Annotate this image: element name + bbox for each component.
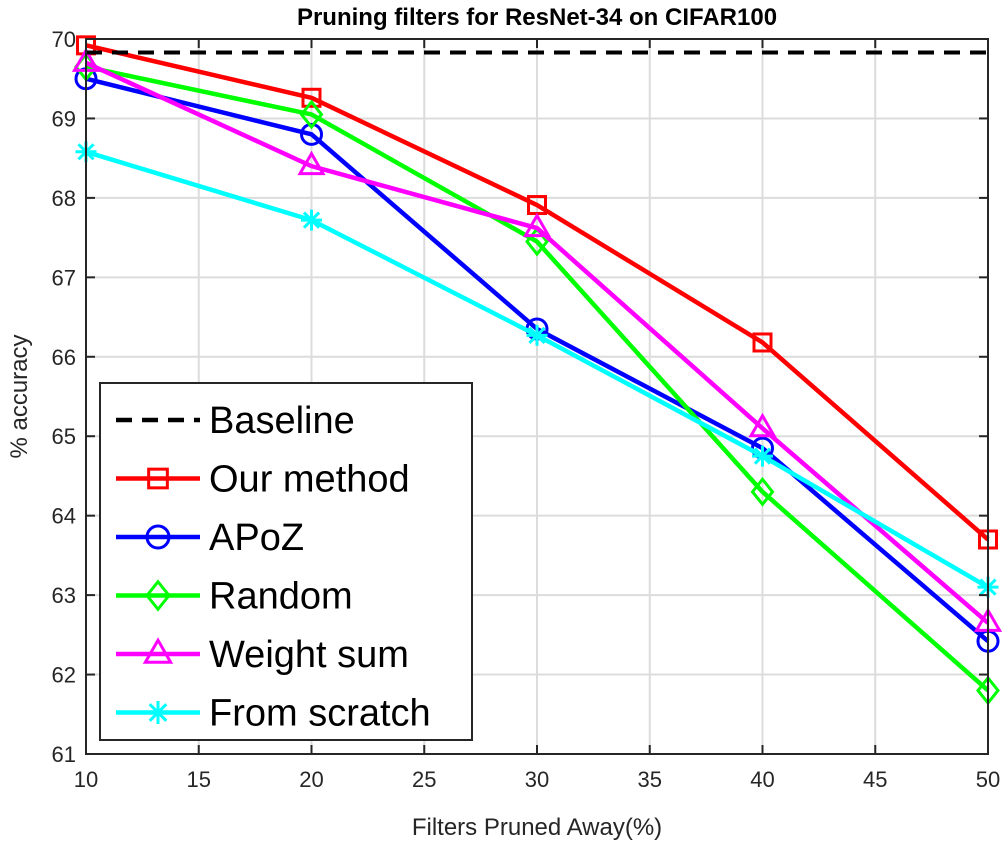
legend-label-from-scratch: From scratch — [209, 693, 431, 735]
legend: Baseline Our method APoZ Random Weight sum Fr… — [99, 382, 473, 741]
y-tick-label: 69 — [52, 106, 76, 131]
chart-title: Pruning filters for ResNet-34 on CIFAR10… — [297, 4, 777, 31]
legend-marker-weight-sum — [142, 637, 174, 664]
data-point-our-method — [301, 87, 322, 108]
asterisk-stroke — [148, 703, 168, 722]
data-point-apoz — [300, 122, 323, 146]
y-tick-label: 63 — [52, 583, 76, 608]
series-line-weight-sum — [85, 60, 990, 625]
data-point-from-scratch — [301, 209, 322, 231]
x-tick-label: 25 — [412, 767, 436, 792]
data-point-random — [299, 99, 324, 130]
x-tick-label: 45 — [863, 767, 887, 792]
legend-label-baseline: Baseline — [209, 400, 355, 442]
legend-label-random: Random — [209, 576, 353, 618]
data-point-from-scratch — [526, 324, 548, 346]
x-tick-label: 30 — [525, 767, 549, 792]
legend-entry-apoz: APoZ — [116, 517, 304, 559]
legend-entry-our-method: Our method — [116, 459, 410, 501]
y-tick-label: 62 — [52, 663, 76, 688]
series-random — [74, 51, 1000, 706]
legend-box — [99, 382, 473, 741]
x-axis-label: Filters Pruned Away(%) — [412, 814, 662, 841]
asterisk-stroke — [302, 211, 321, 229]
legend-entry-baseline: Baseline — [116, 400, 355, 442]
x-tick-label: 35 — [638, 767, 662, 792]
legend-entry-random: Random — [116, 576, 353, 618]
legend-entry-weight-sum: Weight sum — [116, 634, 409, 676]
y-axis-label: % accuracy — [6, 334, 33, 458]
x-tick-label: 20 — [299, 767, 323, 792]
data-point-random — [525, 226, 549, 257]
legend-label-weight-sum: Weight sum — [209, 634, 409, 676]
legend-label-our-method: Our method — [209, 459, 410, 501]
y-tick-label: 66 — [52, 345, 76, 370]
y-tick-label: 67 — [52, 265, 76, 290]
plot-series — [71, 35, 1003, 706]
series-line-our-method — [85, 43, 990, 542]
x-tick-label: 15 — [187, 767, 211, 792]
legend-marker-random — [145, 579, 171, 612]
asterisk-stroke — [528, 326, 546, 344]
y-tick-label: 70 — [52, 27, 76, 52]
y-tick-label: 68 — [52, 186, 76, 211]
data-point-weight-sum — [522, 212, 552, 238]
data-point-weight-sum — [297, 150, 326, 176]
axis-ticks: 10 15 20 25 30 35 40 45 50 61 62 63 64 65 66 67 68 69 70 — [52, 27, 1001, 792]
asterisk-stroke — [753, 447, 772, 465]
series-line-random — [85, 64, 990, 693]
data-point-our-method — [752, 332, 773, 353]
y-tick-label: 61 — [52, 742, 76, 767]
legend-marker-from-scratch — [146, 700, 170, 725]
x-tick-label: 10 — [74, 767, 98, 792]
x-tick-label: 40 — [750, 767, 774, 792]
y-tick-label: 65 — [52, 424, 76, 449]
y-tick-label: 64 — [52, 504, 76, 529]
series-from-scratch — [75, 141, 999, 598]
x-tick-label: 50 — [976, 767, 1000, 792]
data-point-from-scratch — [752, 445, 773, 467]
legend-label-apoz: APoZ — [209, 517, 304, 559]
legend-entry-from-scratch: From scratch — [116, 693, 431, 735]
data-point-weight-sum — [748, 412, 777, 438]
data-point-random — [750, 476, 775, 507]
legend-marker-apoz — [145, 524, 171, 550]
legend-marker-our-method — [147, 467, 169, 490]
